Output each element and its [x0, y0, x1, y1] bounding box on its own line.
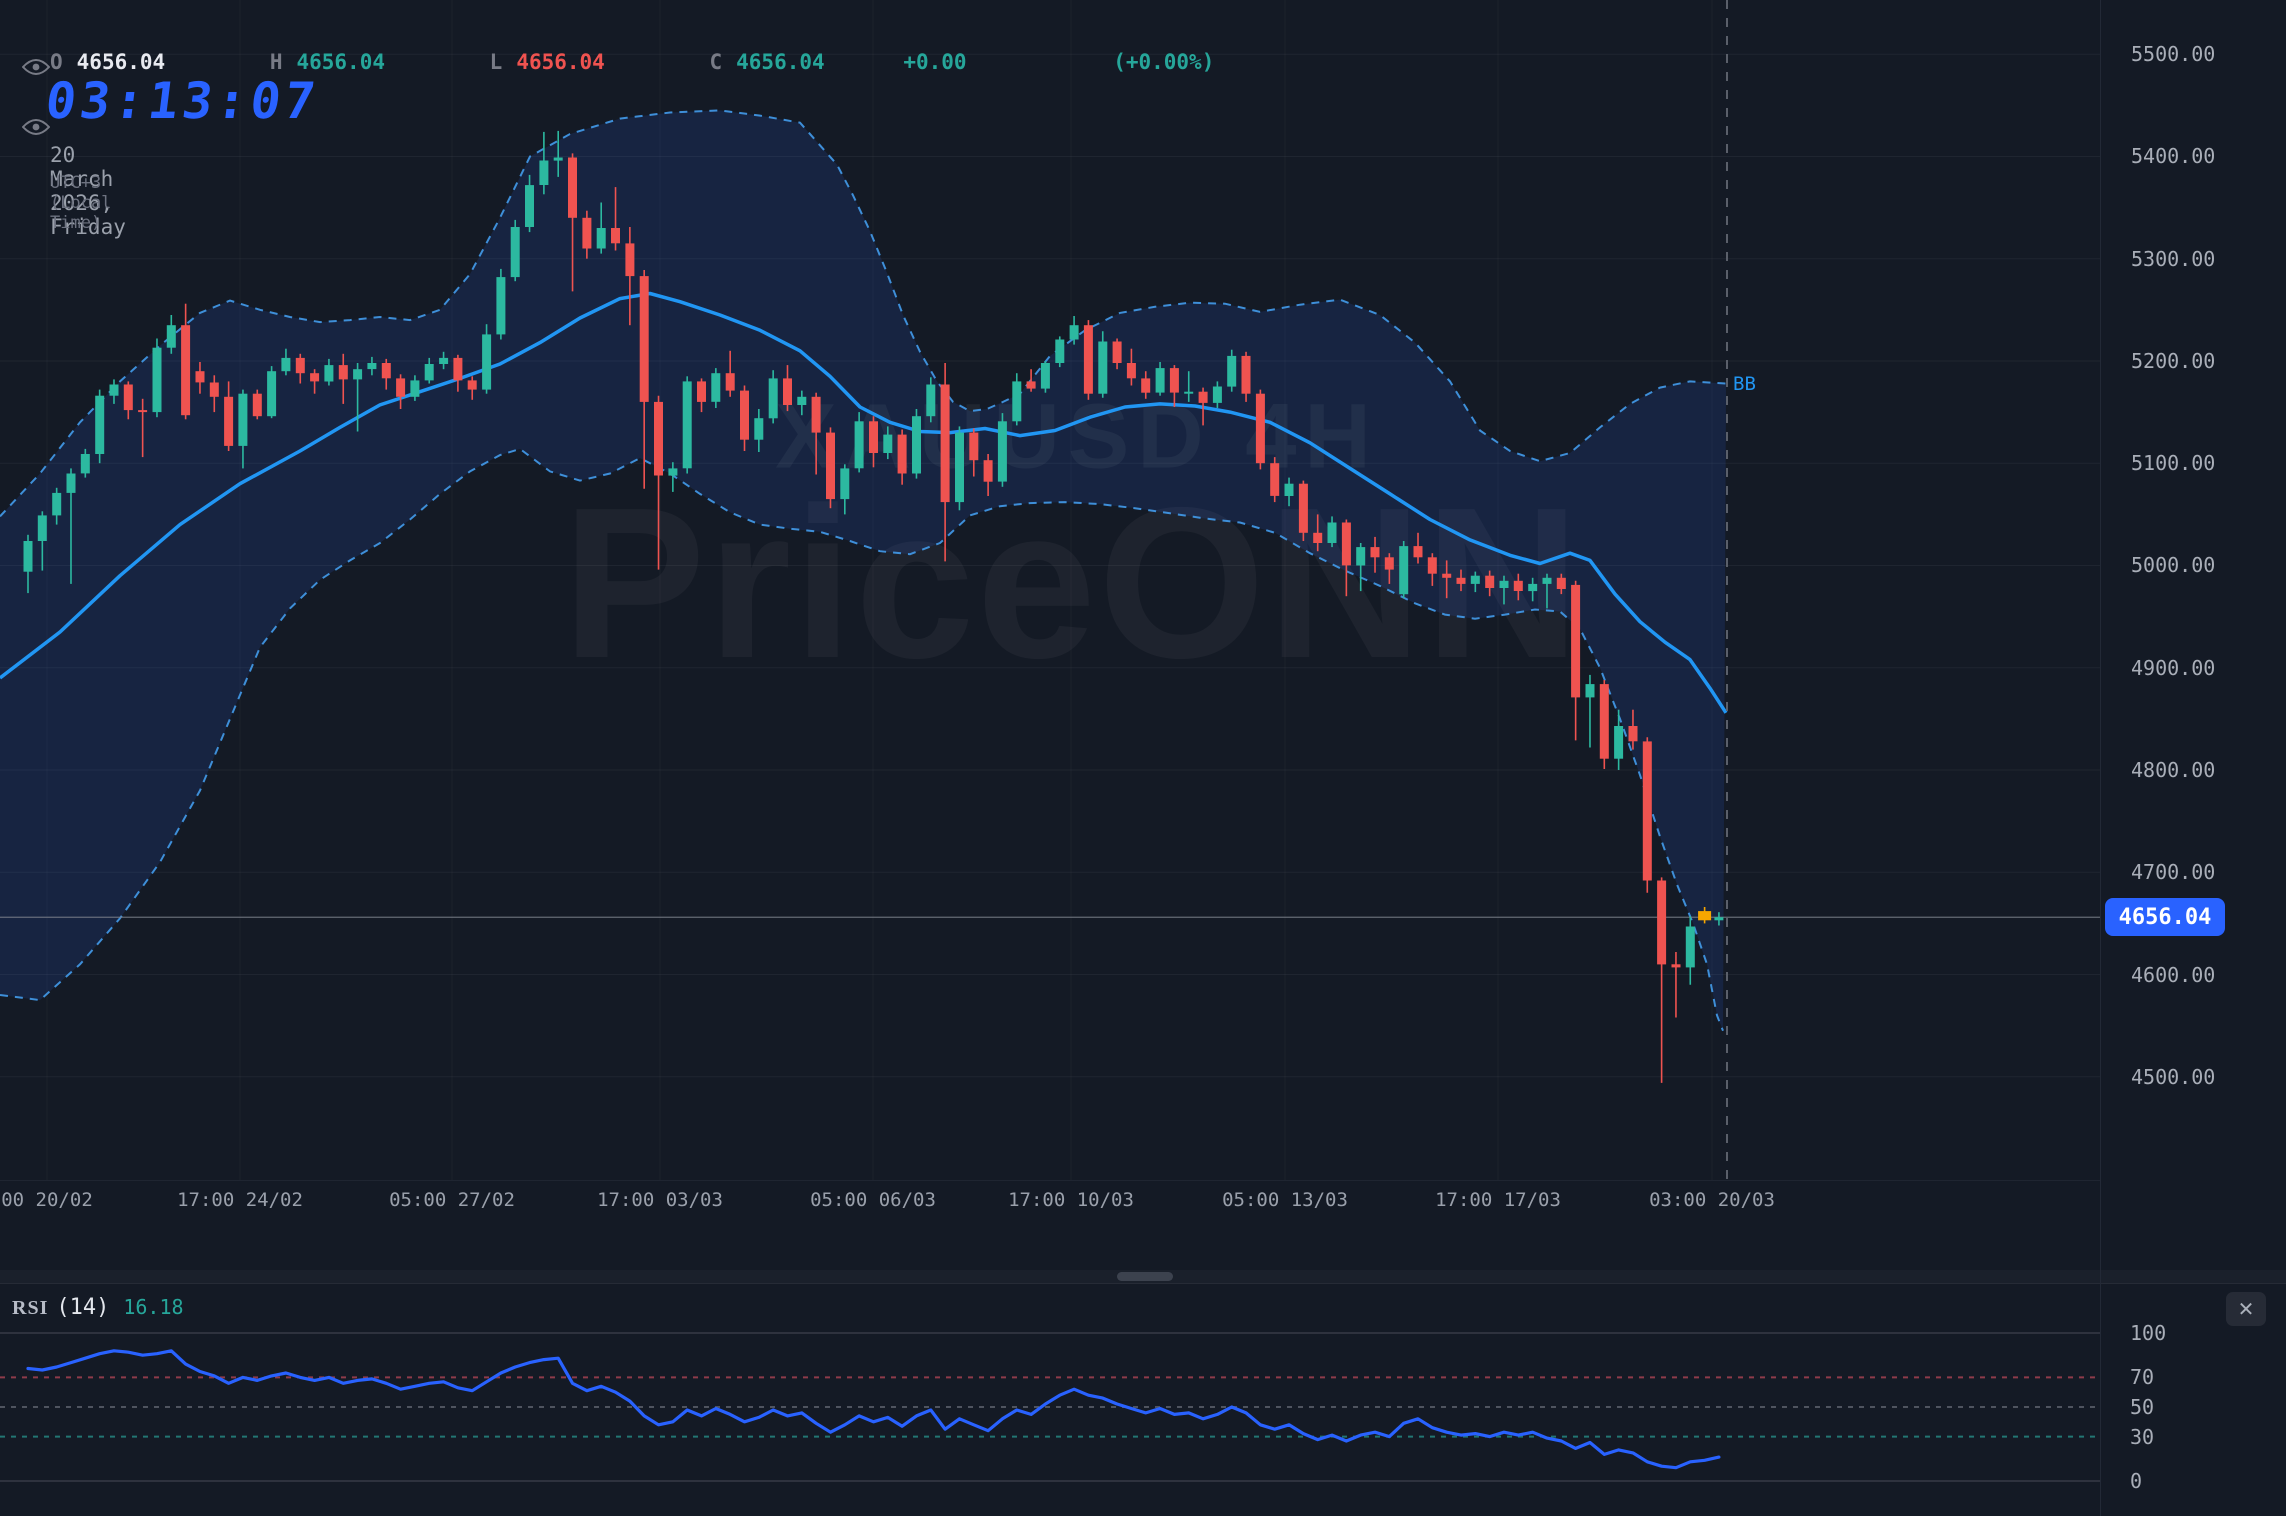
price-tick-label: 4500.00 [2131, 1064, 2216, 1089]
price-tick-label: 5400.00 [2131, 144, 2216, 169]
price-tick-label: 5100.00 [2131, 451, 2216, 476]
time-tick-label: 05:00 06/03 [810, 1189, 936, 1211]
rsi-tick-label: 70 [2130, 1365, 2155, 1390]
bollinger-fill [0, 110, 1726, 1031]
time-axis[interactable]: 00 20/02 17:00 24/02 05:00 27/02 17:00 03/0… [0, 1180, 2100, 1271]
session-date: 20 March 2026, Friday [50, 143, 126, 239]
eye-visibility-icon-2[interactable] [22, 117, 50, 137]
bollinger-lower-band [0, 447, 1724, 1032]
brand-watermark: PriceONN [562, 459, 1582, 707]
rsi-close-button[interactable]: ✕ [2226, 1292, 2266, 1326]
ohlc-close-value: 4656.04 [736, 50, 825, 74]
ohlc-open-value: 4656.04 [76, 50, 166, 74]
price-tick-label: 4800.00 [2131, 758, 2216, 783]
rsi-title: RSI [12, 1297, 49, 1319]
price-tick-label: 4700.00 [2131, 860, 2216, 885]
rsi-param: (14) [56, 1295, 110, 1320]
time-tick-label: 03:00 20/03 [1649, 1189, 1775, 1211]
pane-resize-handle[interactable] [1117, 1272, 1173, 1281]
rsi-tick-label: 30 [2130, 1424, 2155, 1449]
time-tick-label: 17:00 10/03 [1008, 1189, 1134, 1211]
candles-layer [23, 130, 1724, 1083]
eye-visibility-icon[interactable] [22, 57, 50, 77]
last-price-badge: 4656.04 [2105, 898, 2225, 937]
session-clock: 03:13:07 [42, 72, 323, 130]
price-tick-label: 5000.00 [2131, 553, 2216, 578]
ohlc-low-key: L [489, 50, 503, 74]
bb-overlay-label: BB [1733, 373, 1756, 395]
price-axis[interactable]: 4656.04 5500.00 5400.00 5300.00 5200.00 5100… [2100, 0, 2286, 1516]
price-tick-label: 5500.00 [2131, 42, 2216, 67]
time-tick-label: 17:00 17/03 [1435, 1189, 1561, 1211]
ohlc-close-key: C [709, 50, 723, 74]
price-tick-label: 5200.00 [2131, 348, 2216, 373]
ohlc-low-value: 4656.04 [516, 50, 605, 74]
time-tick-label: 00 20/02 [1, 1189, 93, 1211]
price-tick-label: 4900.00 [2131, 655, 2216, 680]
pane-divider [0, 1270, 2286, 1283]
rsi-tick-label: 0 [2130, 1469, 2143, 1493]
timezone-label: UTC+3 (Local Time) [50, 173, 112, 233]
rsi-value: 16.18 [123, 1295, 184, 1319]
ohlc-high-key: H [269, 50, 283, 74]
price-tick-label: 5300.00 [2131, 246, 2216, 271]
change-percent-value: (+0.00%) [1113, 50, 1215, 74]
time-tick-label: 05:00 27/02 [389, 1189, 515, 1211]
rsi-tick-label: 50 [2130, 1395, 2155, 1419]
main-chart-canvas[interactable]: BB [0, 0, 2100, 1180]
rsi-pane-canvas[interactable] [0, 1283, 2100, 1516]
ohlc-high-value: 4656.04 [296, 50, 385, 74]
change-value: +0.00 [903, 50, 967, 74]
time-tick-label: 17:00 03/03 [597, 1189, 723, 1211]
rsi-line [26, 1349, 1721, 1470]
rsi-tick-label: 100 [2130, 1321, 2167, 1345]
time-tick-label: 17:00 24/02 [177, 1189, 303, 1211]
bollinger-upper-band [0, 109, 1727, 518]
rsi-pane-border [0, 1283, 2286, 1284]
rsi-indicator-legend: RSI (14) 16.18 [12, 1295, 184, 1320]
ohlc-open-key: O [50, 50, 63, 74]
ohlc-readout: O 4656.04 H 4656.04 L 4656.04 C 4656.04 +0.0… [50, 50, 1228, 74]
price-tick-label: 4600.00 [2131, 962, 2216, 987]
time-tick-label: 05:00 13/03 [1222, 1189, 1348, 1211]
